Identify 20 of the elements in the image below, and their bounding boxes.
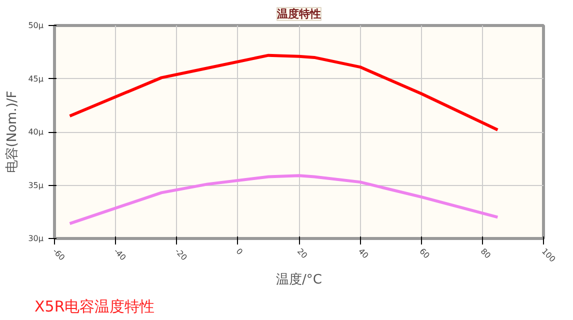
x-tick-label: -40 <box>112 246 128 262</box>
x-tick-label: 20 <box>295 246 309 260</box>
y-tick-label: 35μ <box>28 180 44 190</box>
text: X5R电容温度特性 <box>34 298 155 316</box>
x-tick-label: 60 <box>418 246 432 260</box>
y-axis-title: 电容(Nom.)/F <box>4 90 20 174</box>
x-axis-title: 温度/°C <box>276 272 322 288</box>
line-series <box>68 174 500 226</box>
chart-title: 温度特性 <box>276 8 321 20</box>
x-tick-label: -60 <box>50 246 66 262</box>
x-tick-label: -20 <box>173 246 189 262</box>
x-tick-label: 40 <box>356 246 370 260</box>
x-tick-label: 100 <box>540 246 558 264</box>
y-tick-label: 40μ <box>28 128 44 136</box>
x-tick-label: 80 <box>478 246 492 260</box>
x-tick-label: 0 <box>234 246 244 257</box>
y-tick-label: 45μ <box>28 74 44 84</box>
y-tick-label: 50μ <box>28 21 44 30</box>
y-tick-label: 30μ <box>28 234 44 243</box>
line-series <box>68 54 500 132</box>
